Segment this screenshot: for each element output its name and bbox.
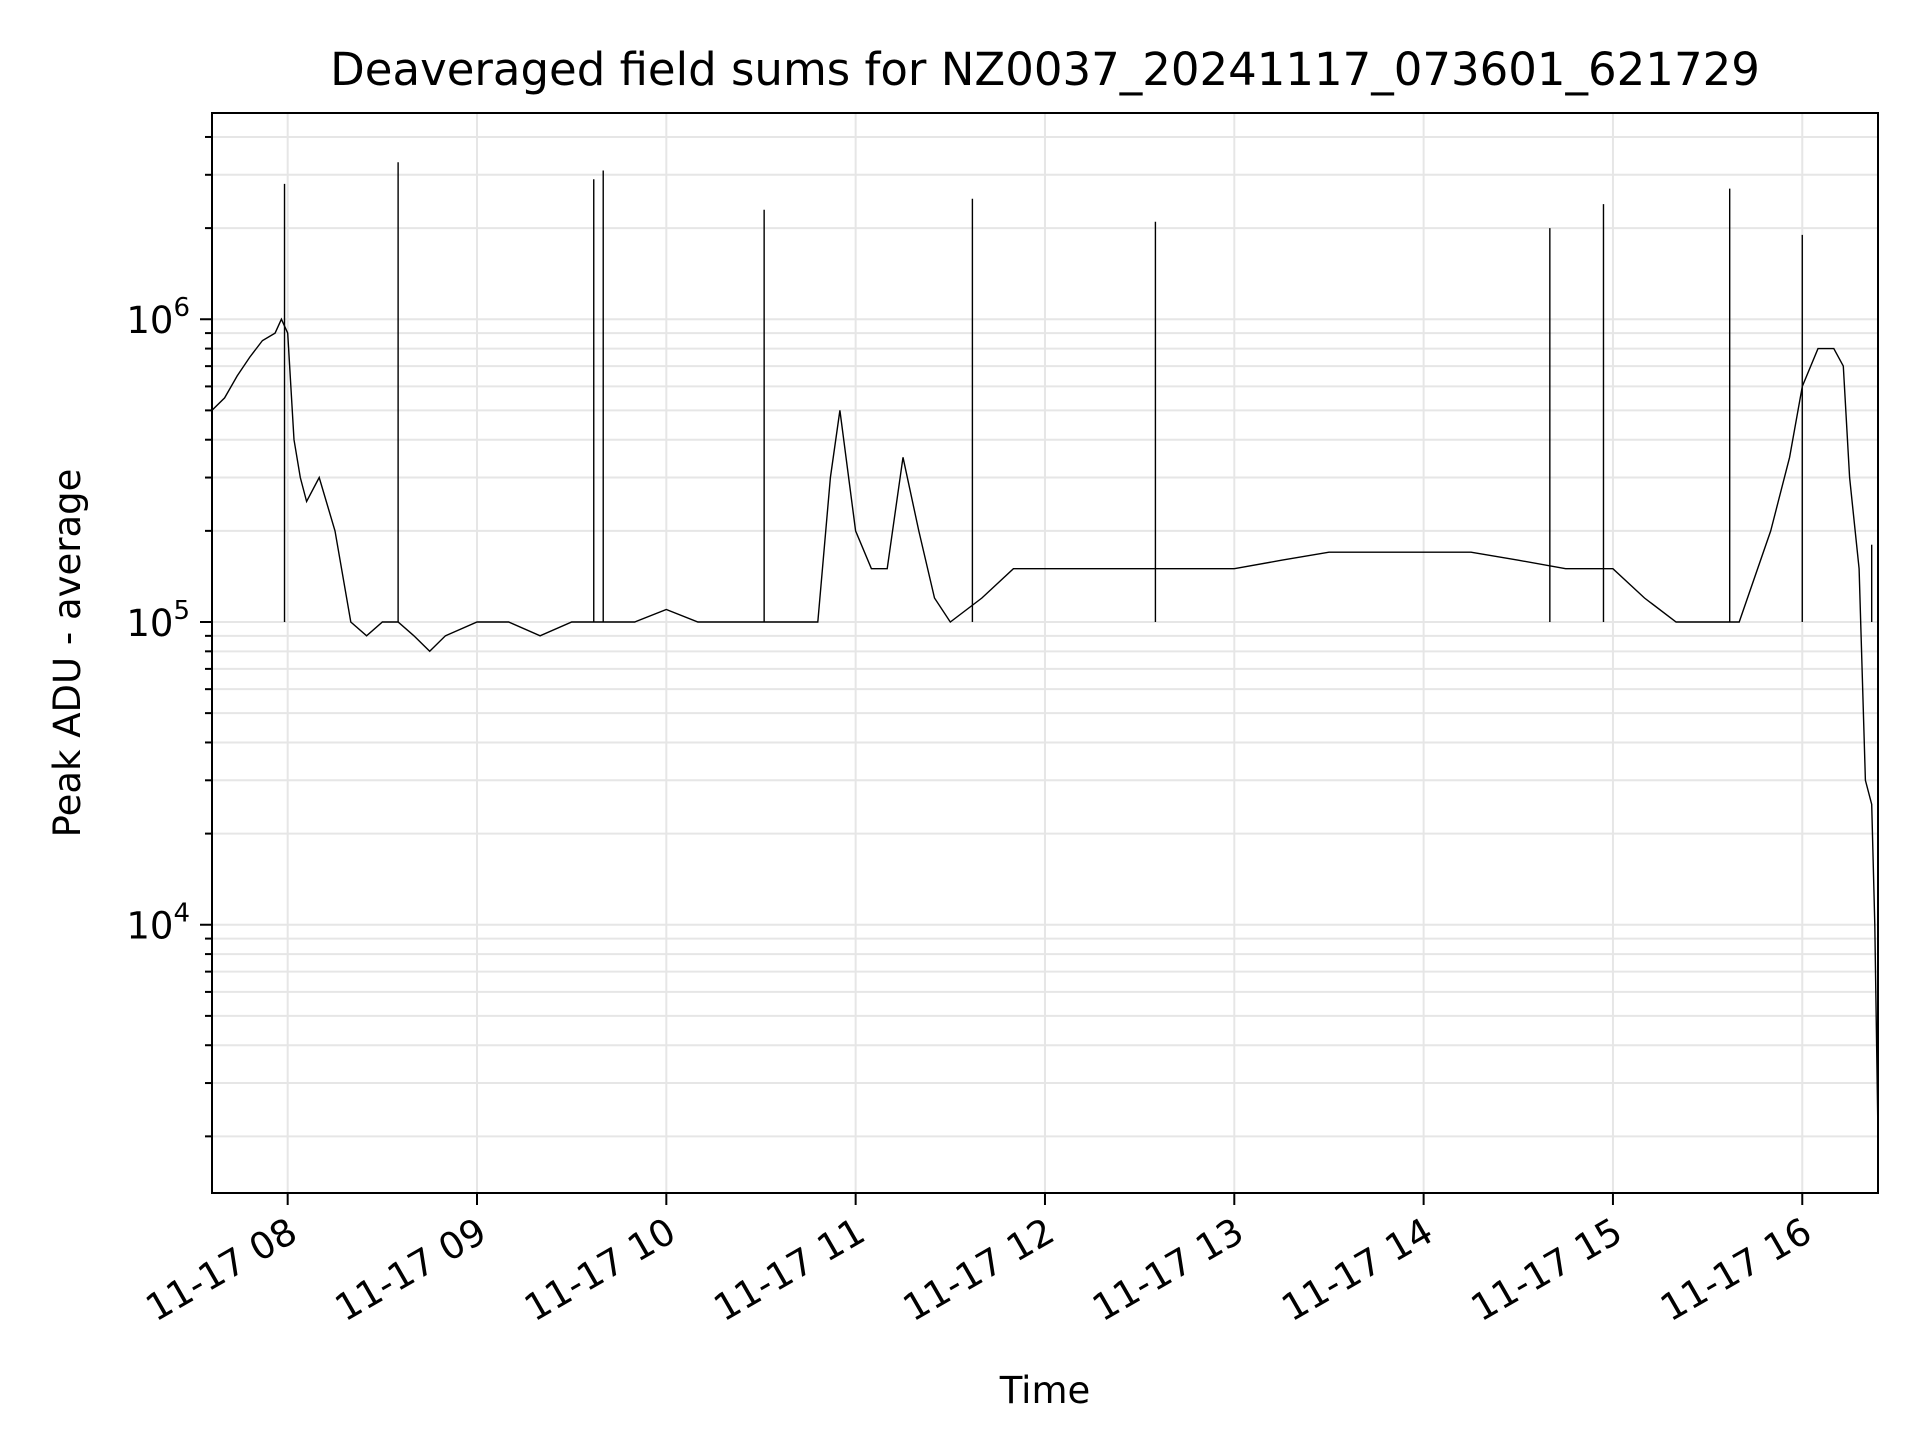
y-tick-label: 104 [126,899,190,948]
series-line [211,317,1879,1137]
y-tick-exponent: 6 [173,293,190,323]
y-tick-exponent: 4 [173,899,190,929]
series-layer [211,162,1879,1137]
y-tick-base: 10 [126,602,173,645]
y-tick-label: 106 [126,293,190,342]
y-axis-label: Peak ADU - average [46,469,89,838]
x-axis-label: Time [999,1369,1091,1412]
y-tick-base: 10 [126,299,173,342]
y-tick-label: 105 [126,596,190,645]
y-tick-exponent: 5 [173,596,190,626]
grid [212,113,1878,1193]
chart-title: Deaveraged field sums for NZ0037_2024111… [330,43,1760,96]
y-tick-base: 10 [126,905,173,948]
